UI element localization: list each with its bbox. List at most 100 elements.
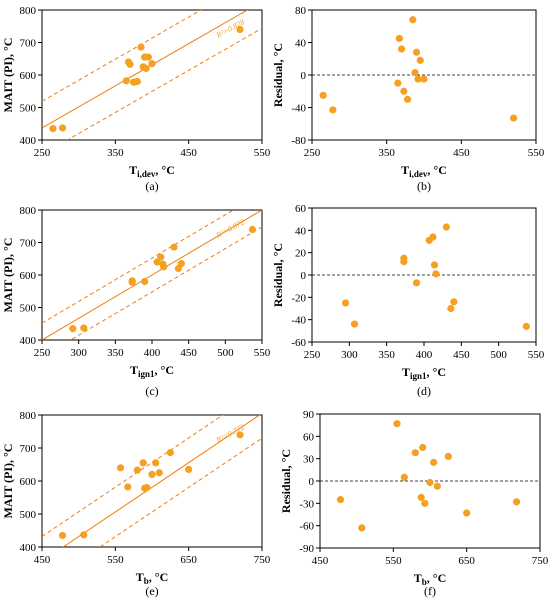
data-point: [336, 496, 345, 504]
data-point: [177, 260, 185, 268]
data-point: [128, 278, 136, 286]
data-point: [350, 320, 359, 328]
data-point: [144, 53, 152, 61]
data-point: [148, 470, 156, 478]
y-tick-label: 400: [20, 135, 37, 147]
data-point: [412, 48, 421, 56]
x-tick-label: 450: [453, 349, 470, 361]
data-point: [414, 75, 422, 83]
y-tick-label: 600: [20, 476, 37, 488]
data-point: [394, 79, 402, 87]
y-tick-label: 60: [303, 431, 315, 443]
chart-panel-3: 250 300 350 400 450 500 550 -60 -40 -20 0 20 40 60 Tig…: [271, 203, 545, 398]
data-point: [58, 124, 67, 132]
data-point: [160, 263, 168, 271]
data-point: [137, 43, 145, 51]
y-tick-label: -40: [291, 103, 306, 115]
x-tick-label: 350: [378, 147, 395, 159]
data-point: [152, 459, 160, 467]
data-point: [116, 464, 125, 472]
data-point: [400, 87, 408, 95]
panel-label: (e): [145, 584, 158, 598]
y-tick-label: -60: [291, 337, 306, 349]
x-tick-label: 550: [254, 347, 271, 359]
data-point: [358, 524, 366, 532]
data-point: [450, 298, 458, 306]
data-point: [400, 473, 408, 481]
x-tick-label: 400: [144, 347, 161, 359]
x-tick-label: 350: [378, 349, 395, 361]
x-tick-label: 450: [312, 555, 329, 567]
data-point: [148, 60, 156, 68]
y-axis-label: MAIT (PI), °C: [1, 444, 15, 519]
y-tick-label: 500: [20, 509, 37, 521]
data-point: [166, 449, 174, 457]
data-point: [141, 277, 149, 286]
data-point: [433, 482, 441, 490]
x-axis-label: Tign1, °C: [130, 363, 174, 379]
x-tick-label: 450: [453, 147, 470, 159]
data-point: [426, 478, 434, 487]
y-tick-label: 700: [20, 238, 37, 250]
data-point: [329, 106, 337, 114]
upper-bound-line: [42, 415, 224, 537]
data-point: [170, 243, 178, 251]
data-point: [155, 469, 163, 477]
data-point: [429, 233, 437, 241]
x-tick-label: 450: [180, 147, 197, 159]
r2-annotation: R²=0.872: [214, 217, 246, 240]
data-point: [342, 299, 350, 307]
y-tick-label: 80: [295, 5, 307, 17]
data-point: [395, 34, 403, 43]
chart-panel-2: 250 300 350 400 450 500 550 400 500 600 700 800 R²=0…: [1, 205, 271, 398]
panel-label: (b): [417, 179, 431, 193]
data-point: [58, 531, 67, 540]
y-tick-label: 400: [20, 542, 37, 554]
y-tick-label: 700: [20, 443, 37, 455]
y-tick-label: 400: [20, 335, 37, 347]
data-point: [463, 509, 471, 517]
y-axis-label: MAIT (PI), °C: [1, 38, 15, 113]
data-point: [393, 420, 401, 428]
data-point: [432, 270, 440, 278]
x-tick-label: 500: [217, 347, 234, 359]
panel-label: (a): [145, 179, 158, 193]
y-tick-label: -40: [291, 315, 306, 327]
x-tick-label: 500: [490, 349, 507, 361]
data-point: [398, 45, 406, 53]
x-axis-label: Ti,dev, °C: [401, 163, 447, 179]
x-tick-label: 550: [107, 554, 124, 566]
chart-panel-5: 450 550 650 750 -90 -60 -30 0 30 60 90 Tb, °C Residu…: [279, 409, 549, 598]
data-point: [80, 324, 88, 332]
data-point: [417, 493, 425, 501]
y-axis-label: Residual, °C: [271, 43, 285, 107]
y-axis-label: MAIT (PI), °C: [1, 238, 15, 313]
data-point: [80, 531, 88, 539]
data-point: [122, 77, 130, 85]
y-tick-label: 40: [295, 38, 307, 50]
data-point: [236, 431, 244, 439]
panel-label: (f): [424, 584, 436, 598]
data-point: [133, 77, 141, 86]
lower-bound-line: [99, 437, 262, 547]
y-tick-label: -20: [291, 292, 306, 304]
x-tick-label: 400: [416, 349, 433, 361]
y-tick-label: 60: [295, 203, 307, 215]
x-tick-label: 250: [34, 147, 51, 159]
y-tick-label: 30: [303, 454, 315, 466]
y-tick-label: 40: [295, 225, 307, 237]
x-tick-label: 350: [107, 347, 124, 359]
y-tick-label: 500: [20, 103, 37, 115]
upper-bound-line: [42, 210, 235, 324]
y-tick-label: 800: [20, 410, 37, 422]
y-tick-label: 0: [301, 270, 307, 282]
x-axis-label: Tign1, °C: [402, 365, 446, 381]
x-tick-label: 550: [528, 147, 545, 159]
x-tick-label: 550: [385, 555, 402, 567]
data-point: [143, 484, 151, 492]
y-tick-label: -60: [299, 521, 314, 533]
x-tick-label: 250: [34, 347, 51, 359]
x-tick-label: 450: [180, 347, 197, 359]
data-point: [319, 91, 327, 99]
data-point: [49, 125, 57, 133]
